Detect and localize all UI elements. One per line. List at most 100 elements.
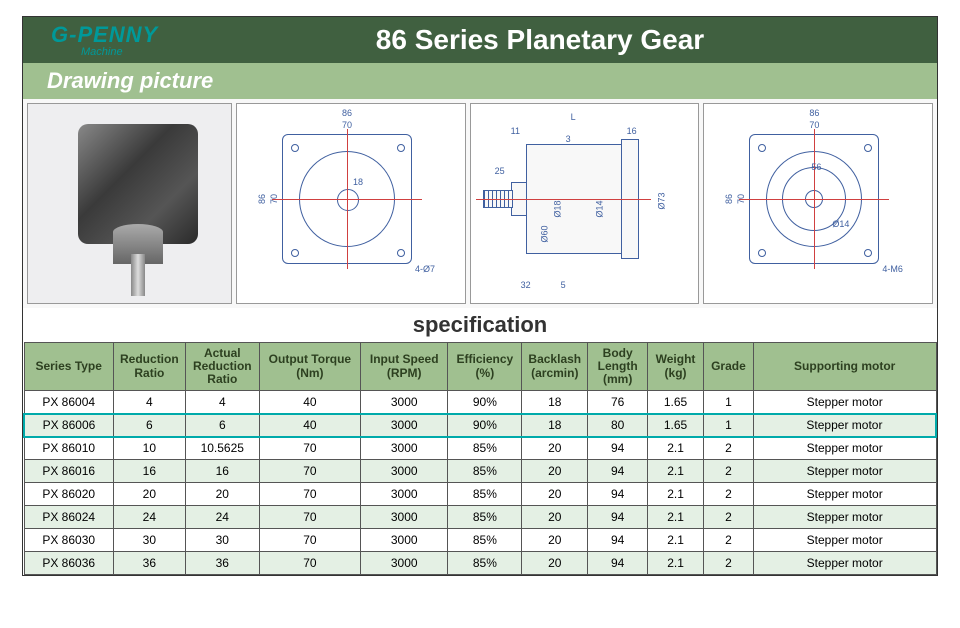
side-centerline [476, 199, 651, 200]
table-header-cell: Actual Reduction Ratio [185, 343, 259, 391]
main-container: G-PENNY Machine 86 Series Planetary Gear… [22, 16, 938, 576]
table-header-cell: Supporting motor [753, 343, 936, 391]
table-cell: 70 [259, 552, 360, 575]
table-row: PX 86030303070300085%20942.12Stepper mot… [24, 529, 936, 552]
table-cell: Stepper motor [753, 529, 936, 552]
table-cell: 2 [703, 552, 753, 575]
table-header-cell: Grade [703, 343, 753, 391]
table-cell: PX 86036 [24, 552, 113, 575]
table-cell: 3000 [361, 437, 448, 460]
brand-subtitle: Machine [81, 46, 243, 58]
dim-side-5: 5 [561, 280, 566, 290]
front-hole-tr [397, 144, 405, 152]
table-cell: 20 [113, 483, 185, 506]
table-cell: 76 [588, 391, 648, 414]
dim-back-86v: 86 [724, 194, 734, 204]
table-cell: 2 [703, 437, 753, 460]
table-cell: 94 [588, 483, 648, 506]
table-cell: 2 [703, 529, 753, 552]
table-cell: PX 86016 [24, 460, 113, 483]
table-cell: 80 [588, 414, 648, 437]
table-cell: 20 [185, 483, 259, 506]
table-cell: 20 [522, 552, 588, 575]
table-row: PX 86016161670300085%20942.12Stepper mot… [24, 460, 936, 483]
table-cell: 18 [522, 414, 588, 437]
table-header-cell: Reduction Ratio [113, 343, 185, 391]
drawing-back-view: 86 70 56 86 70 Ø14 4-M6 [703, 103, 933, 304]
drawing-side-view: L 11 3 16 25 32 5 Ø60 Ø18 Ø14 Ø73 [470, 103, 700, 304]
dim-side-d14: Ø14 [594, 200, 604, 217]
brand-block: G-PENNY Machine [23, 22, 243, 58]
table-cell: PX 86004 [24, 391, 113, 414]
dim-side-d73: Ø73 [656, 192, 666, 209]
table-row: PX 860066640300090%18801.651Stepper moto… [24, 414, 936, 437]
table-body: PX 860044440300090%18761.651Stepper moto… [24, 391, 936, 575]
back-cross-v [814, 129, 815, 269]
table-cell: 1.65 [648, 391, 704, 414]
table-cell: 36 [113, 552, 185, 575]
table-cell: 2 [703, 483, 753, 506]
table-cell: 30 [185, 529, 259, 552]
dim-back-86: 86 [809, 108, 819, 118]
table-cell: 94 [588, 529, 648, 552]
table-cell: 2.1 [648, 529, 704, 552]
table-cell: 3000 [361, 529, 448, 552]
table-row: PX 860101010.562570300085%20942.12Steppe… [24, 437, 936, 460]
table-cell: Stepper motor [753, 460, 936, 483]
front-cross-v [347, 129, 348, 269]
table-cell: 20 [522, 483, 588, 506]
table-cell: 10.5625 [185, 437, 259, 460]
table-cell: 20 [522, 437, 588, 460]
table-cell: 85% [448, 437, 522, 460]
dim-side-3: 3 [566, 134, 571, 144]
table-cell: 16 [185, 460, 259, 483]
table-cell: Stepper motor [753, 391, 936, 414]
table-cell: 90% [448, 391, 522, 414]
front-hole-br [397, 249, 405, 257]
dim-side-11: 11 [511, 126, 520, 136]
dim-side-25: 25 [495, 166, 505, 176]
table-cell: 70 [259, 483, 360, 506]
dim-back-70: 70 [809, 120, 819, 130]
table-header-cell: Weight (kg) [648, 343, 704, 391]
table-header-row: Series TypeReduction RatioActual Reducti… [24, 343, 936, 391]
table-cell: 3000 [361, 460, 448, 483]
table-cell: 2.1 [648, 552, 704, 575]
dim-side-d18: Ø18 [552, 200, 562, 217]
table-cell: PX 86030 [24, 529, 113, 552]
table-row: PX 860044440300090%18761.651Stepper moto… [24, 391, 936, 414]
table-cell: 94 [588, 552, 648, 575]
dim-front-70v: 70 [269, 194, 279, 204]
table-cell: 2.1 [648, 506, 704, 529]
gear-shaft [131, 254, 145, 296]
table-cell: 85% [448, 552, 522, 575]
table-header-cell: Series Type [24, 343, 113, 391]
table-cell: 94 [588, 460, 648, 483]
table-cell: Stepper motor [753, 552, 936, 575]
dim-front-86: 86 [342, 108, 352, 118]
table-cell: 6 [185, 414, 259, 437]
drawing-section-title: Drawing picture [47, 68, 213, 94]
table-cell: 36 [185, 552, 259, 575]
table-cell: 94 [588, 506, 648, 529]
table-header-cell: Output Torque (Nm) [259, 343, 360, 391]
table-cell: 70 [259, 460, 360, 483]
front-hole-tl [291, 144, 299, 152]
table-row: PX 86036363670300085%20942.12Stepper mot… [24, 552, 936, 575]
dim-side-16: 16 [627, 126, 637, 136]
front-shaft-hole [337, 189, 359, 211]
table-header-cell: Backlash (arcmin) [522, 343, 588, 391]
table-cell: PX 86020 [24, 483, 113, 506]
table-cell: 3000 [361, 391, 448, 414]
table-cell: Stepper motor [753, 506, 936, 529]
table-cell: 20 [522, 460, 588, 483]
table-cell: 85% [448, 529, 522, 552]
dim-side-32: 32 [521, 280, 531, 290]
table-cell: 30 [113, 529, 185, 552]
table-row: PX 86024242470300085%20942.12Stepper mot… [24, 506, 936, 529]
table-cell: 18 [522, 391, 588, 414]
table-cell: Stepper motor [753, 414, 936, 437]
table-cell: 4 [113, 391, 185, 414]
table-cell: 2 [703, 506, 753, 529]
table-cell: 2.1 [648, 460, 704, 483]
